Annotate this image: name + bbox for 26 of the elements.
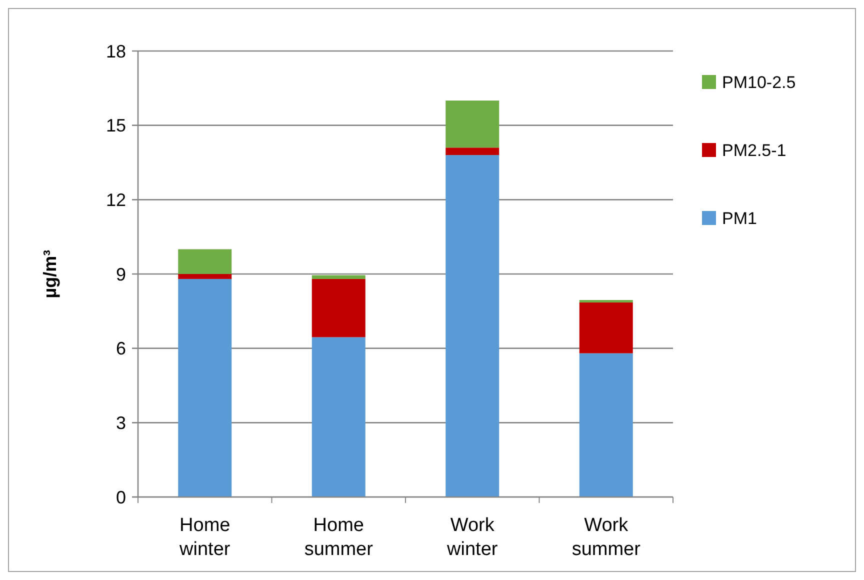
bar bbox=[579, 302, 633, 354]
x-tick-label: Work winter bbox=[446, 515, 498, 560]
x-tick-label: Home summer bbox=[304, 515, 374, 560]
y-tick-label: 0 bbox=[116, 487, 126, 508]
bar bbox=[446, 155, 500, 497]
legend-label: PM10-2.5 bbox=[722, 72, 796, 92]
y-tick-label: 15 bbox=[106, 116, 126, 136]
bar bbox=[312, 275, 366, 279]
y-tick-label: 9 bbox=[116, 264, 126, 284]
bar bbox=[312, 278, 366, 338]
bar bbox=[178, 249, 232, 274]
bar bbox=[446, 148, 500, 156]
bar bbox=[178, 278, 232, 497]
y-tick-label: 12 bbox=[106, 190, 126, 210]
y-axis-title: µg/m³ bbox=[40, 250, 60, 298]
x-tick-label: Home winter bbox=[178, 515, 231, 560]
bar bbox=[579, 353, 633, 497]
bar bbox=[312, 337, 366, 497]
legend-label: PM2.5-1 bbox=[722, 140, 786, 160]
legend-label: PM1 bbox=[722, 208, 757, 228]
x-tick-label: Work summer bbox=[572, 515, 642, 560]
bar bbox=[446, 100, 500, 148]
y-tick-label: 6 bbox=[116, 338, 126, 359]
y-tick-label: 18 bbox=[106, 41, 126, 62]
bar bbox=[178, 274, 232, 279]
y-tick-label: 3 bbox=[116, 412, 126, 433]
